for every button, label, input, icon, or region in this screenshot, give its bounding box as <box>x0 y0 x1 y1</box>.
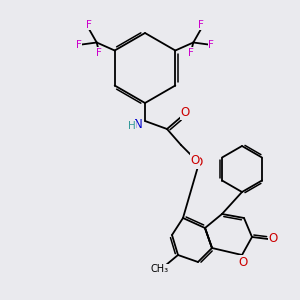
Text: O: O <box>268 232 278 245</box>
Text: F: F <box>198 20 204 29</box>
Text: O: O <box>190 154 200 166</box>
Text: CH₃: CH₃ <box>151 264 169 274</box>
Text: O: O <box>180 106 190 119</box>
Text: O: O <box>238 256 247 268</box>
Text: H: H <box>128 121 136 131</box>
Text: F: F <box>208 40 214 50</box>
Text: F: F <box>86 20 92 29</box>
Text: N: N <box>134 118 142 130</box>
Text: O: O <box>194 155 202 169</box>
Text: F: F <box>76 40 82 50</box>
Text: F: F <box>96 47 102 58</box>
Text: F: F <box>188 47 194 58</box>
